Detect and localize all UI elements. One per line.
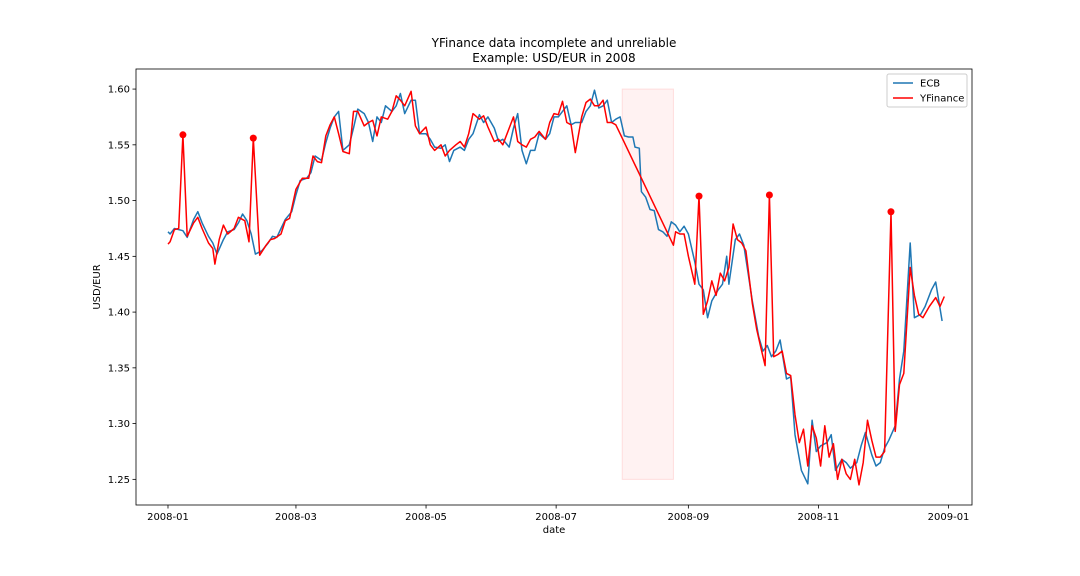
series-line-ecb (167, 89, 943, 485)
plot-area-frame (135, 68, 973, 506)
y-axis-label: USD/EUR (92, 264, 103, 309)
y-tick-label: 1.30 (108, 419, 130, 430)
y-tick-label: 1.45 (108, 252, 130, 263)
x-tick-label: 2008-09 (667, 512, 709, 523)
x-tick-label: 2008-05 (405, 512, 447, 523)
legend-label-ecb: ECB (920, 79, 940, 90)
x-axis-label: date (543, 525, 566, 536)
legend-label-yfinance: YFinance (919, 94, 964, 105)
x-tick-label: 2008-01 (147, 512, 189, 523)
outlier-point (887, 208, 895, 216)
x-tick-label: 2008-03 (275, 512, 317, 523)
chart-title: YFinance data incomplete and unreliable (431, 36, 677, 50)
x-tick-label: 2009-01 (928, 512, 970, 523)
y-axis-ticks: 1.25 1.30 1.35 1.40 1.45 1.50 1.55 1.60 (108, 85, 136, 486)
outlier-point (179, 131, 187, 139)
legend: ECB YFinance (886, 73, 968, 108)
x-axis-ticks: 2008-01 2008-03 2008-05 2008-07 2008-09 2008-… (147, 505, 969, 523)
outlier-point (249, 134, 257, 142)
missing-data-region (621, 88, 674, 480)
y-tick-label: 1.50 (108, 196, 130, 207)
y-tick-label: 1.25 (108, 475, 130, 486)
x-tick-label: 2008-11 (798, 512, 840, 523)
outlier-point (765, 191, 773, 199)
y-tick-label: 1.35 (108, 363, 130, 374)
y-tick-label: 1.40 (108, 308, 130, 319)
y-tick-label: 1.60 (108, 85, 130, 96)
x-tick-label: 2008-07 (535, 512, 577, 523)
outlier-point (695, 192, 703, 200)
series-line-yfinance (167, 90, 945, 486)
outlier-marker-layer (179, 131, 895, 216)
chart-subtitle: Example: USD/EUR in 2008 (472, 51, 635, 65)
y-tick-label: 1.55 (108, 140, 130, 151)
highlight-region-layer (621, 88, 674, 480)
series-layer (167, 89, 945, 486)
